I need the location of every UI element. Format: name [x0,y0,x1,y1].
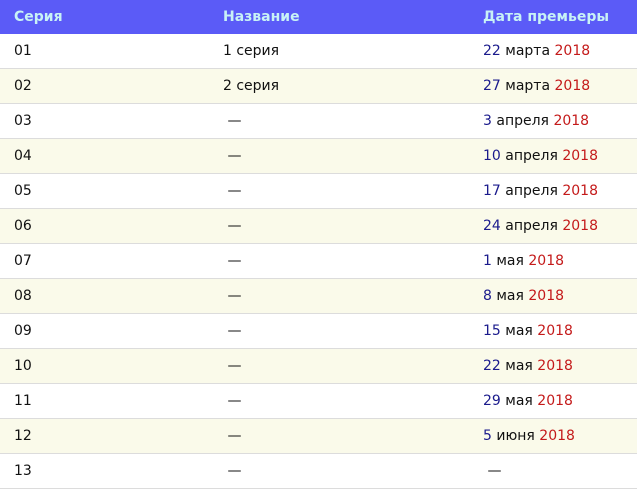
date-month: апреля [505,148,558,164]
date-month: апреля [505,218,558,234]
episode-number: 04 [0,138,223,174]
table-row: 06 —24 апреля 2018 [0,208,637,244]
episode-number: 10 [0,348,223,384]
episode-title: — [223,173,483,209]
episode-title: — [223,313,483,349]
date-day: 29 [483,393,501,409]
date-day: 27 [483,78,501,94]
episode-number: 05 [0,173,223,209]
date-year: 2018 [537,393,573,409]
header-row: Серия Название Дата премьеры [0,0,637,34]
date-day: 3 [483,113,492,129]
premiere-date-cell: 8 мая 2018 [483,278,637,314]
date-month: июня [496,428,535,444]
date-year: 2018 [554,78,591,94]
episode-title: — [223,103,483,139]
episode-title: 2 серия [223,68,483,104]
episode-number: 02 [0,68,223,104]
premiere-date-cell: 22 мая 2018 [483,348,637,384]
premiere-date-cell: 10 апреля 2018 [483,138,637,174]
table-row: 12 —5 июня 2018 [0,418,637,454]
episode-number: 03 [0,103,223,139]
episode-number: 06 [0,208,223,244]
date-day: 24 [483,218,501,234]
date-month: апреля [496,113,549,129]
episode-title: 1 серия [223,34,483,69]
date-day: 17 [483,183,501,199]
episode-title: — [223,418,483,454]
date-year: 2018 [539,428,575,444]
date-day: 22 [483,43,501,59]
date-month: мая [505,393,533,409]
episode-title: — [223,208,483,244]
table-row: 13 — — [0,453,637,489]
date-year: 2018 [537,323,573,339]
date-year: 2018 [562,148,598,164]
table-row: 07 —1 мая 2018 [0,243,637,279]
date-year: 2018 [528,253,565,269]
premiere-date-cell: 22 марта 2018 [483,34,637,69]
episode-number: 13 [0,453,223,489]
date-year: 2018 [553,113,590,129]
table-row: 05 —17 апреля 2018 [0,173,637,209]
episode-title: — [223,383,483,419]
date-month: марта [505,78,551,94]
date-day: 5 [483,428,492,444]
date-day: 10 [483,148,501,164]
table-row: 11 —29 мая 2018 [0,383,637,419]
date-year: 2018 [537,358,573,374]
premiere-date-cell: 1 мая 2018 [483,243,637,279]
date-day: 22 [483,358,501,374]
date-year: 2018 [562,183,598,199]
table-row: 02 2 серия 27 марта 2018 [0,68,637,104]
episode-number: 12 [0,418,223,454]
episode-title: — [223,453,483,489]
date-year: 2018 [554,43,591,59]
date-year: 2018 [528,288,565,304]
table-row: 10 —22 мая 2018 [0,348,637,384]
header-title: Название [223,0,483,34]
episode-number: 01 [0,34,223,69]
premiere-date-cell: 24 апреля 2018 [483,208,637,244]
date-month: апреля [505,183,558,199]
episode-title: — [223,138,483,174]
episode-title: — [223,278,483,314]
premiere-date-cell: 29 мая 2018 [483,383,637,419]
premiere-date-cell: 15 мая 2018 [483,313,637,349]
date-month: мая [505,358,533,374]
date-day: 1 [483,253,492,269]
episode-number: 08 [0,278,223,314]
header-episode: Серия [0,0,223,34]
header-premiere-date: Дата премьеры [483,0,637,34]
episode-number: 11 [0,383,223,419]
episode-number: 09 [0,313,223,349]
premiere-date-cell: 5 июня 2018 [483,418,637,454]
premiere-date-cell: 3 апреля 2018 [483,103,637,139]
date-month: мая [496,288,524,304]
date-month: мая [496,253,524,269]
table-row: 09 —15 мая 2018 [0,313,637,349]
table-row: 04 —10 апреля 2018 [0,138,637,174]
date-month: мая [505,323,533,339]
episode-number: 07 [0,243,223,279]
date-year: 2018 [562,218,598,234]
date-day: 15 [483,323,501,339]
premiere-date-cell: 17 апреля 2018 [483,173,637,209]
date-month: марта [505,43,551,59]
episode-title: — [223,243,483,279]
premiere-date: — [483,463,502,479]
episode-title: — [223,348,483,384]
premiere-date-cell: — [483,453,637,489]
date-day: 8 [483,288,492,304]
premiere-date-cell: 27 марта 2018 [483,68,637,104]
table-row: 03 —3 апреля 2018 [0,103,637,139]
table-row: 01 1 серия 22 марта 2018 [0,34,637,69]
table-row: 08 —8 мая 2018 [0,278,637,314]
